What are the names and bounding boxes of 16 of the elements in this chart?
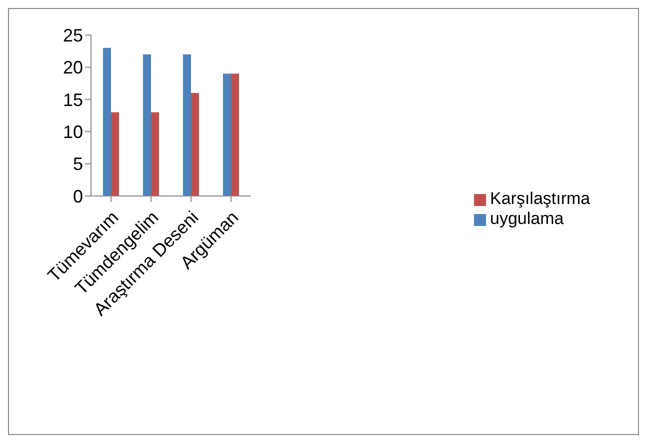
y-tick-label: 25 <box>62 25 83 46</box>
bar <box>183 54 191 196</box>
y-tick-label: 5 <box>72 154 83 174</box>
bar <box>111 112 119 196</box>
legend-label: Karşılaştırma <box>490 189 590 208</box>
y-tick-label: 20 <box>62 58 83 78</box>
y-tick-label: 10 <box>62 122 83 142</box>
bar <box>103 48 111 196</box>
bar <box>191 92 199 196</box>
bar <box>231 74 239 196</box>
bar <box>151 112 159 196</box>
bar <box>143 54 151 196</box>
y-tick-label: 0 <box>72 186 83 206</box>
legend-label: uygulama <box>490 209 564 228</box>
bar <box>223 74 231 196</box>
y-tick-label: 15 <box>62 90 83 110</box>
